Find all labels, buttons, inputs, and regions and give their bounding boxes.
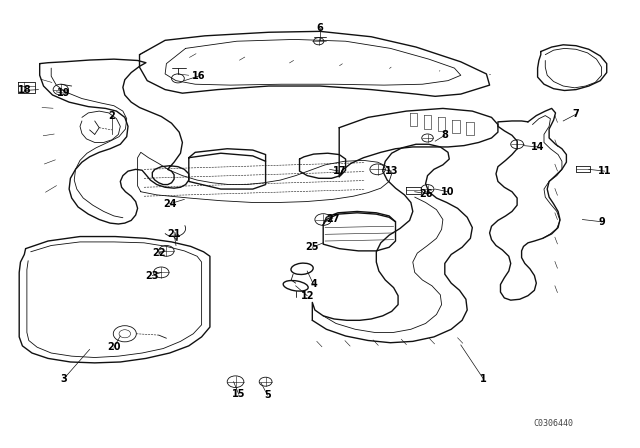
- Text: 17: 17: [332, 166, 346, 176]
- Text: 4: 4: [310, 280, 317, 289]
- Text: 24: 24: [163, 199, 177, 209]
- Text: 15: 15: [232, 389, 246, 399]
- Text: 18: 18: [17, 86, 31, 95]
- Text: 7: 7: [573, 109, 579, 119]
- Text: 12: 12: [300, 291, 314, 301]
- Text: 26: 26: [419, 189, 433, 198]
- Text: 11: 11: [598, 166, 612, 176]
- Text: 19: 19: [57, 88, 71, 98]
- Text: 1: 1: [480, 374, 486, 383]
- Text: 5: 5: [264, 390, 271, 400]
- Text: 9: 9: [598, 217, 605, 227]
- Text: 13: 13: [385, 166, 399, 176]
- Text: 14: 14: [531, 142, 545, 152]
- Text: 8: 8: [442, 130, 448, 140]
- Text: 10: 10: [441, 187, 455, 197]
- Text: 16: 16: [191, 71, 205, 81]
- Text: 27: 27: [326, 214, 340, 224]
- Text: 2: 2: [109, 111, 115, 121]
- Text: 6: 6: [317, 23, 323, 33]
- Text: 21: 21: [167, 229, 181, 239]
- Text: 3: 3: [61, 374, 67, 383]
- Text: 23: 23: [145, 271, 159, 280]
- Text: 20: 20: [107, 342, 121, 352]
- Text: C0306440: C0306440: [534, 419, 573, 428]
- Text: 25: 25: [305, 242, 319, 252]
- Text: 22: 22: [152, 248, 166, 258]
